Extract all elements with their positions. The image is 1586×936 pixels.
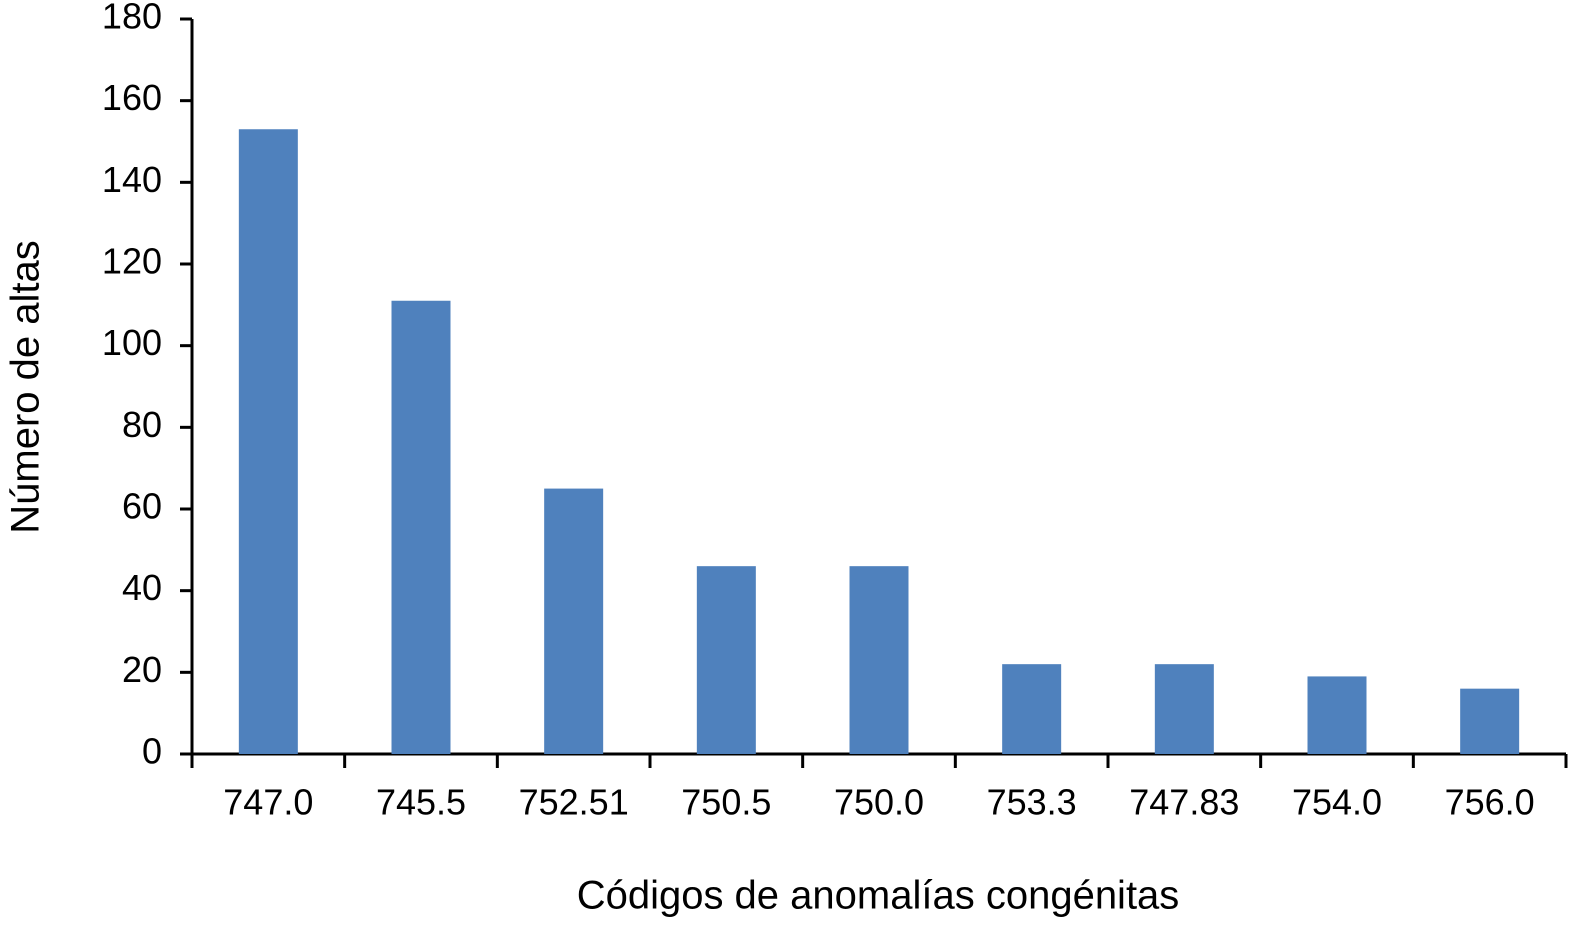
y-tick-label: 180: [102, 0, 162, 37]
bar: [544, 488, 604, 754]
bar: [1460, 688, 1520, 754]
x-tick-label: 747.83: [1129, 782, 1239, 823]
y-tick-label: 140: [102, 159, 162, 200]
bar: [1307, 676, 1367, 754]
x-tick-label: 753.3: [987, 782, 1077, 823]
x-tick-label: 754.0: [1292, 782, 1382, 823]
x-tick-label: 752.51: [519, 782, 629, 823]
x-tick-label: 745.5: [376, 782, 466, 823]
y-tick-label: 160: [102, 77, 162, 118]
y-tick-label: 0: [142, 731, 162, 772]
y-tick-label: 60: [122, 486, 162, 527]
bar: [1002, 664, 1062, 754]
x-tick-label: 747.0: [223, 782, 313, 823]
x-tick-label: 750.5: [681, 782, 771, 823]
y-axis-title: Número de altas: [4, 240, 48, 533]
y-tick-label: 120: [102, 241, 162, 282]
bar: [238, 129, 298, 754]
bar: [391, 300, 451, 754]
x-axis-title: Códigos de anomalías congénitas: [577, 874, 1180, 918]
y-tick-label: 40: [122, 567, 162, 608]
x-tick-label: 756.0: [1445, 782, 1535, 823]
y-tick-label: 20: [122, 649, 162, 690]
bar: [696, 566, 756, 754]
bar: [1154, 664, 1214, 754]
y-tick-label: 80: [122, 404, 162, 445]
y-tick-label: 100: [102, 322, 162, 363]
bar: [849, 566, 909, 754]
x-tick-label: 750.0: [834, 782, 924, 823]
